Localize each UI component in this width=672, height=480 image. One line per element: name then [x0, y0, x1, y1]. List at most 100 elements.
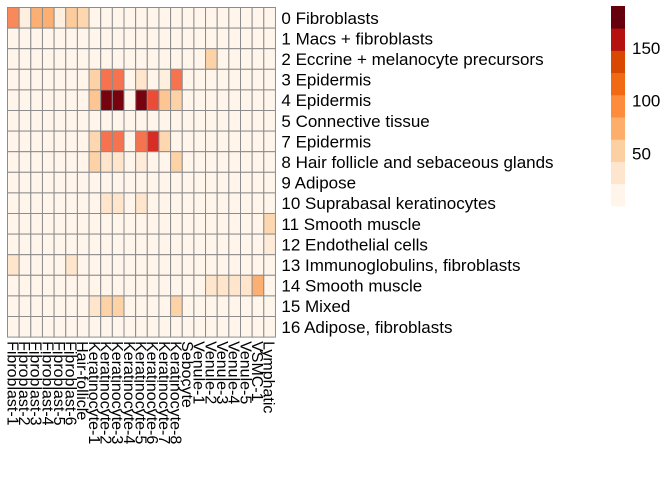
heatmap-cell — [30, 7, 43, 29]
heatmap-cell — [76, 27, 90, 50]
legend-color-step — [611, 117, 625, 140]
heatmap-cell — [18, 233, 32, 256]
heatmap-cell — [170, 89, 183, 112]
heatmap-cell — [216, 316, 230, 338]
heatmap-cell — [263, 295, 276, 317]
heatmap-cell — [135, 213, 148, 235]
heatmap-cell — [41, 274, 55, 297]
row-label: 13 Immunoglobulins, fibroblasts — [281, 256, 520, 275]
heatmap-cell — [111, 27, 125, 50]
heatmap-cell — [135, 27, 148, 50]
heatmap-cell — [88, 110, 102, 132]
heatmap-cell — [30, 316, 43, 338]
heatmap-cell — [228, 89, 242, 112]
heatmap-cell — [100, 254, 113, 276]
heatmap-cell — [146, 192, 160, 214]
heatmap-cell — [240, 68, 253, 91]
heatmap-cell — [193, 192, 207, 214]
row-label: 5 Connective tissue — [281, 112, 429, 131]
row-label: 3 Epidermis — [281, 71, 371, 90]
heatmap-cell — [193, 171, 207, 194]
heatmap-cell — [193, 213, 207, 235]
heatmap-cell — [111, 89, 125, 112]
heatmap-cell — [216, 48, 230, 70]
heatmap-cell — [76, 48, 90, 70]
heatmap-cell — [240, 27, 253, 50]
heatmap-cell — [158, 27, 172, 50]
heatmap-cell — [65, 48, 78, 70]
heatmap-cell — [18, 130, 32, 153]
heatmap-cell — [111, 316, 125, 338]
heatmap-cell — [30, 89, 43, 112]
heatmap-cell — [7, 151, 20, 173]
heatmap-cell — [146, 295, 160, 317]
heatmap-cell — [111, 7, 125, 29]
heatmap-cell — [216, 274, 230, 297]
heatmap-cell — [18, 171, 32, 194]
row-label: 14 Smooth muscle — [281, 277, 422, 296]
column-label: Fibroblast-3 — [27, 341, 44, 426]
heatmap-cell — [123, 171, 137, 194]
heatmap-cell — [170, 171, 183, 194]
heatmap-cell — [100, 274, 113, 297]
heatmap-cell — [53, 213, 67, 235]
heatmap-cell — [228, 213, 242, 235]
heatmap-cell — [65, 233, 78, 256]
heatmap-cell — [181, 192, 195, 214]
heatmap-cell — [205, 7, 218, 29]
heatmap-cell — [41, 192, 55, 214]
column-label: Keratinocyte-7 — [155, 341, 172, 444]
heatmap-cell — [228, 151, 242, 173]
legend-tick-label: 100 — [632, 92, 660, 111]
heatmap-cell — [251, 7, 265, 29]
heatmap-cell — [146, 7, 160, 29]
heatmap-cell — [251, 89, 265, 112]
heatmap-cell — [251, 295, 265, 317]
heatmap-cell — [65, 151, 78, 173]
row-label: 2 Eccrine + melanocyte precursors — [281, 50, 543, 69]
heatmap-cell — [18, 68, 32, 91]
heatmap-cell — [251, 48, 265, 70]
heatmap-cell — [123, 213, 137, 235]
heatmap-cell — [135, 316, 148, 338]
heatmap-cell — [41, 27, 55, 50]
heatmap-cell — [30, 130, 43, 153]
heatmap-cell — [30, 171, 43, 194]
heatmap-cell — [100, 68, 113, 91]
heatmap-cell — [53, 151, 67, 173]
heatmap-cell — [76, 7, 90, 29]
heatmap-cell — [65, 68, 78, 91]
heatmap-cell — [205, 27, 218, 50]
heatmap-cell — [88, 254, 102, 276]
heatmap-cell — [263, 68, 276, 91]
heatmap-cell — [100, 110, 113, 132]
heatmap-cell — [135, 295, 148, 317]
heatmap-cell — [88, 316, 102, 338]
row-label: 12 Endothelial cells — [281, 235, 427, 254]
heatmap-cell — [111, 48, 125, 70]
heatmap-cell — [53, 89, 67, 112]
heatmap-cell — [53, 27, 67, 50]
heatmap-cell — [146, 27, 160, 50]
heatmap-cell — [228, 27, 242, 50]
heatmap-cell — [263, 254, 276, 276]
heatmap-cell — [53, 7, 67, 29]
heatmap-cell — [181, 233, 195, 256]
heatmap-cell — [111, 254, 125, 276]
heatmap-cell — [41, 171, 55, 194]
heatmap-cell — [111, 68, 125, 91]
heatmap-cell — [41, 7, 55, 29]
column-label: Keratinocyte-4 — [120, 341, 137, 444]
heatmap-cell — [135, 130, 148, 153]
heatmap-cell — [135, 192, 148, 214]
heatmap-cell — [170, 48, 183, 70]
column-label: VSMC-1 — [248, 341, 265, 402]
heatmap-cell — [205, 130, 218, 153]
heatmap-cell — [193, 7, 207, 29]
heatmap-cell — [205, 48, 218, 70]
column-label: Keratinocyte-8 — [166, 341, 183, 444]
heatmap-cell — [216, 89, 230, 112]
legend-color-step — [611, 183, 625, 207]
heatmap-cell — [100, 151, 113, 173]
heatmap-cell — [53, 130, 67, 153]
